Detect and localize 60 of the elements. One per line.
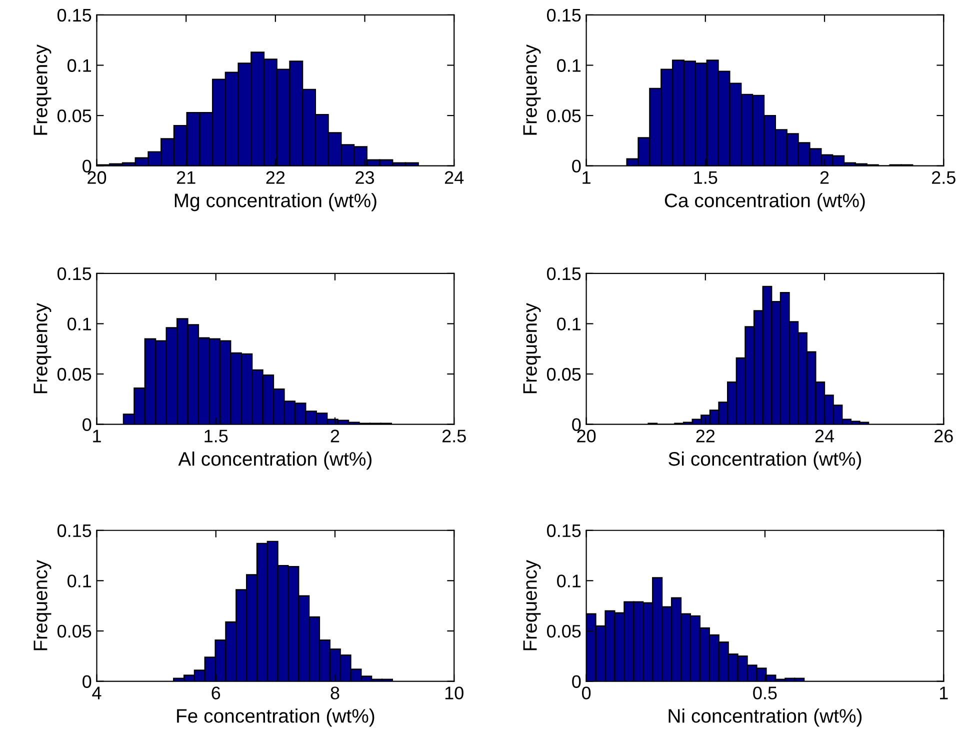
y-tick-label: 0.05 <box>547 624 581 638</box>
y-tick-label: 0.1 <box>557 59 581 72</box>
x-tick-label: 1 <box>582 171 590 184</box>
y-axis-title: Frequency <box>523 560 541 650</box>
x-tick-label: 1.5 <box>694 171 718 184</box>
y-tick-label: 0 <box>572 160 581 173</box>
x-axis-title: Mg concentration (wt%) <box>174 193 376 212</box>
x-tick-label: 24 <box>815 430 834 442</box>
x-axis-title: Al concentration (wt%) <box>178 452 372 470</box>
y-tick-label: 0 <box>82 160 92 173</box>
y-axis-title: Frequency <box>523 44 541 135</box>
x-tick-label: 24 <box>444 171 464 184</box>
y-axis-title: Frequency <box>34 44 52 135</box>
y-tick-label: 0 <box>572 418 581 432</box>
x-tick-label: 2.5 <box>442 430 466 442</box>
y-tick-label: 0.05 <box>547 109 581 122</box>
x-tick-label: 22 <box>696 430 715 442</box>
y-tick-label: 0.15 <box>57 524 92 538</box>
y-tick-label: 0.15 <box>57 267 92 280</box>
y-tick-label: 0.1 <box>68 318 92 330</box>
x-tick-label: 4 <box>92 686 102 700</box>
y-tick-label: 0.15 <box>57 8 92 22</box>
y-tick-label: 0 <box>82 418 92 432</box>
x-tick-label: 2 <box>330 430 340 442</box>
x-tick-label: 8 <box>330 686 340 700</box>
x-axis-title: Ca concentration (wt%) <box>664 193 865 212</box>
y-tick-label: 0.1 <box>557 318 581 330</box>
x-tick-label: 20 <box>577 430 596 442</box>
x-axis-title: Fe concentration (wt%) <box>177 708 374 727</box>
y-tick-label: 0.1 <box>68 59 92 72</box>
y-tick-label: 0.15 <box>547 524 581 538</box>
y-axis-title: Frequency <box>523 302 541 394</box>
x-axis-title: Ni concentration (wt%) <box>668 708 862 727</box>
x-tick-label: 22 <box>266 171 285 184</box>
y-tick-label: 0 <box>82 675 92 688</box>
y-tick-label: 0.15 <box>547 267 581 280</box>
x-tick-label: 1.5 <box>204 430 228 442</box>
y-tick-label: 0.1 <box>68 574 92 588</box>
y-tick-label: 0.15 <box>547 8 581 22</box>
x-tick-label: 10 <box>445 686 464 700</box>
x-tick-label: 6 <box>212 686 220 700</box>
x-tick-label: 2 <box>820 171 829 184</box>
x-tick-label: 1 <box>93 430 101 442</box>
y-axis-title: Frequency <box>34 302 52 394</box>
x-tick-label: 21 <box>176 171 196 184</box>
y-tick-label: 0.05 <box>547 368 581 381</box>
y-tick-label: 0.05 <box>57 109 92 122</box>
x-tick-label: 26 <box>934 430 953 442</box>
y-tick-label: 0.05 <box>57 368 92 381</box>
x-tick-label: 0 <box>582 686 591 700</box>
y-tick-label: 0.05 <box>57 624 92 638</box>
x-tick-label: 20 <box>88 171 106 184</box>
y-tick-label: 0 <box>572 675 581 688</box>
x-tick-label: 2.5 <box>932 171 956 184</box>
x-tick-label: 23 <box>356 171 374 184</box>
x-axis-title: Si concentration (wt%) <box>668 452 862 470</box>
y-axis-title: Frequency <box>34 560 52 650</box>
x-tick-label: 0.5 <box>753 686 777 700</box>
y-tick-label: 0.1 <box>557 574 581 588</box>
x-tick-label: 1 <box>940 686 948 700</box>
